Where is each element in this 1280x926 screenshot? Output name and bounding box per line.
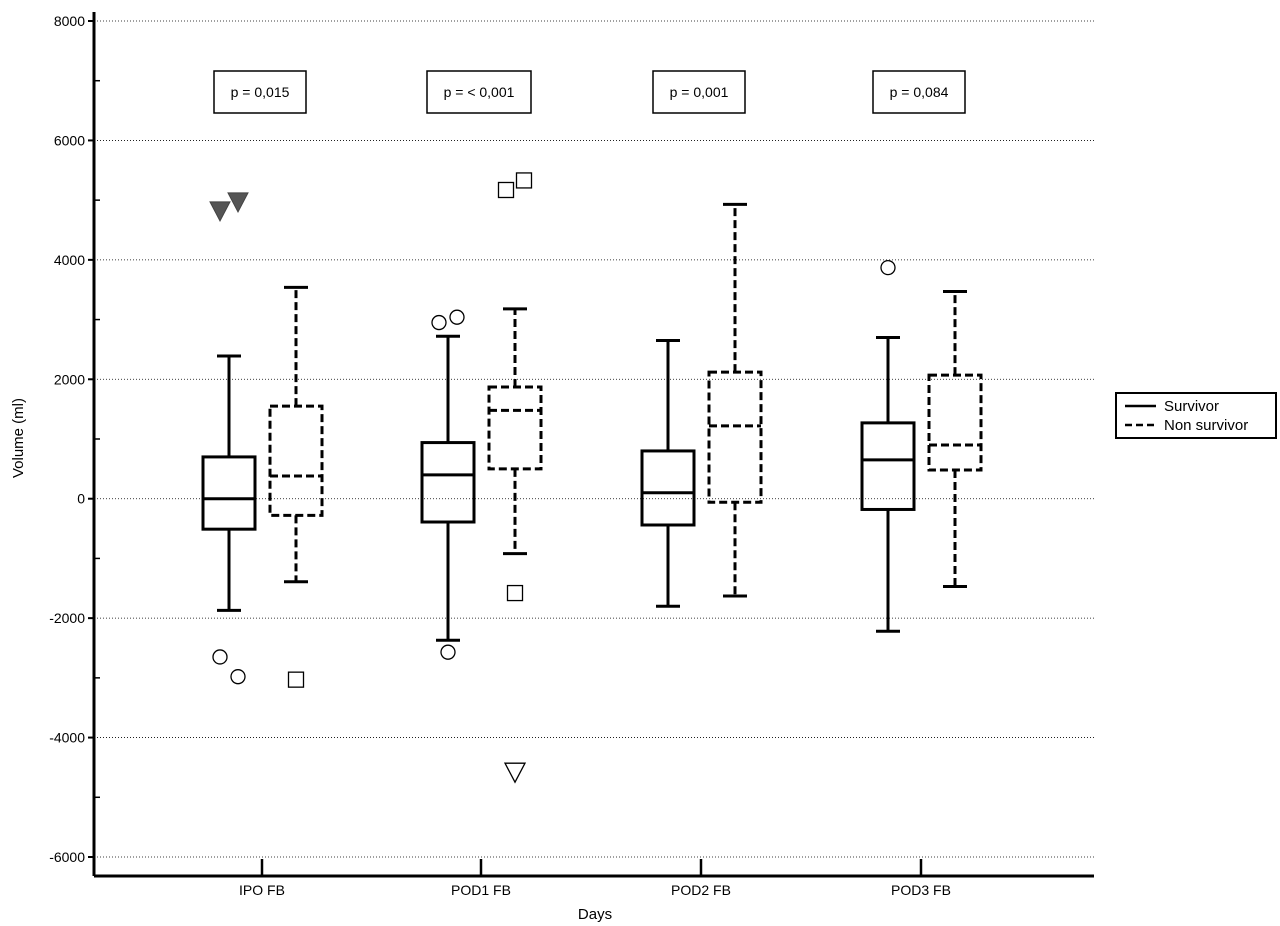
- outlier-circle: [440, 644, 456, 660]
- outlier-circle: [212, 649, 228, 665]
- outlier-square: [506, 584, 524, 602]
- grid-lines: [94, 20, 1094, 858]
- outlier-open-triangle-down: [503, 762, 527, 784]
- p-value-box: [652, 70, 746, 114]
- box-body: [420, 441, 476, 524]
- x-tick-label: POD2 FB: [671, 882, 731, 898]
- x-tick-label: POD3 FB: [891, 882, 951, 898]
- boxes: [201, 202, 983, 642]
- y-tick-label: -4000: [49, 730, 85, 746]
- y-tick-label: 2000: [54, 371, 85, 387]
- y-tick-label: -6000: [49, 849, 85, 865]
- y-tick-label: 4000: [54, 252, 85, 268]
- y-tick-label: 6000: [54, 132, 85, 148]
- p-value-label: p = 0,001: [670, 84, 729, 100]
- box-non-survivor-2: [707, 202, 763, 598]
- outlier-filled-triangle-down: [227, 192, 249, 214]
- x-axis-title: Days: [578, 906, 612, 923]
- box-survivor-1: [420, 334, 476, 642]
- box-non-survivor-3: [927, 290, 983, 588]
- p-value-label: p = 0,084: [890, 84, 949, 100]
- box-survivor-3: [860, 335, 916, 633]
- outlier-filled-triangle-down: [209, 201, 231, 222]
- y-tick-label: 8000: [54, 13, 85, 29]
- box-body: [927, 373, 983, 472]
- p-value-box: [213, 70, 307, 114]
- box-body: [707, 370, 763, 504]
- outlier-square: [497, 181, 515, 199]
- legend-label-survivor: Survivor: [1164, 398, 1219, 415]
- box-survivor-2: [640, 338, 696, 608]
- p-value-label: p = < 0,001: [444, 84, 515, 100]
- box-body: [268, 404, 324, 517]
- p-value-box: [426, 70, 532, 114]
- y-axis-title: Volume (ml): [10, 398, 27, 478]
- legend-label-non-survivor: Non survivor: [1164, 417, 1248, 434]
- p-value-box: [872, 70, 966, 114]
- legend-frame: [1115, 392, 1277, 439]
- x-tick-label: POD1 FB: [451, 882, 511, 898]
- outlier-circle: [431, 314, 447, 331]
- outlier-square: [287, 671, 305, 688]
- y-tick-label: -2000: [49, 610, 85, 626]
- p-value-labels: p = 0,015 p = < 0,001 p = 0,001 p = 0,084: [213, 70, 966, 114]
- box-body: [487, 385, 543, 471]
- outlier-square: [515, 172, 533, 189]
- box-non-survivor-0: [268, 285, 324, 584]
- outliers: [209, 172, 896, 784]
- box-survivor-0: [201, 354, 257, 612]
- p-value-label: p = 0,015: [231, 84, 290, 100]
- box-body: [201, 455, 257, 531]
- box-non-survivor-1: [487, 307, 543, 556]
- axes: -6000 -4000 -2000 0 2000 4000 6000 8000 IPO FB PO…: [49, 12, 1094, 898]
- y-tick-label: 0: [77, 491, 85, 507]
- outlier-circle: [449, 309, 465, 325]
- x-tick-label: IPO FB: [239, 882, 285, 898]
- legend: Survivor Non survivor: [1115, 392, 1277, 439]
- outlier-circle: [230, 669, 246, 685]
- box-body: [860, 421, 916, 511]
- box-body: [640, 449, 696, 527]
- outlier-circle: [880, 259, 896, 276]
